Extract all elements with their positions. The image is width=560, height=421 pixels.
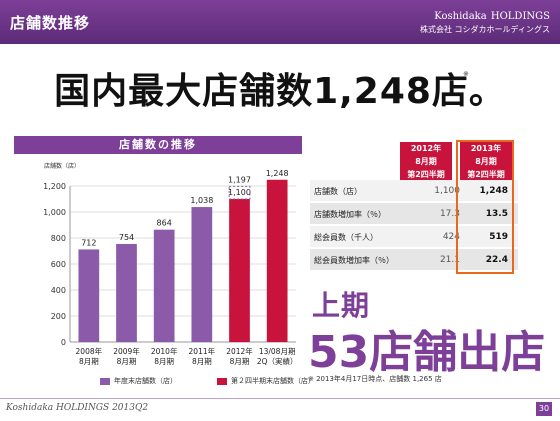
bar	[153, 229, 175, 342]
y-tick-label: 800	[51, 234, 66, 243]
bar-value-label: 1,038	[190, 196, 213, 205]
x-tick-label: 8月期	[154, 357, 174, 366]
chart-title: 店舗数の推移	[14, 136, 302, 154]
y-tick-label: 0	[61, 338, 66, 347]
bar	[78, 249, 100, 342]
x-tick-label: 2011年	[189, 346, 216, 356]
page-number: 30	[536, 402, 552, 416]
x-tick-label: 2Q（実績）	[257, 356, 298, 366]
y-tick-label: 600	[51, 260, 66, 269]
legend-label: 第２四半期末店舗数（店）	[231, 377, 315, 385]
x-tick-label: 8月期	[79, 357, 99, 366]
bar	[116, 243, 137, 342]
bar	[229, 199, 250, 342]
bar-value-label: 712	[81, 238, 96, 247]
bar-value-label: 864	[157, 219, 172, 228]
footnote: ※ 2013年4月17日時点、店舗数 1,265 店	[308, 375, 442, 383]
table-row: 店舗数増加率（％） 17.3 13.5	[310, 203, 518, 224]
store-count-chart: 店舗数（店）02004006008001,0001,2007122008年8月期…	[43, 162, 298, 366]
headline-footnote-mark: ※	[463, 70, 469, 78]
bar-value-label: 1,197	[228, 175, 251, 184]
x-tick-label: 8月期	[192, 357, 212, 366]
header-bar: 店舗数推移 Koshidaka HOLDINGS 株式会社 コシダカホールディン…	[0, 0, 560, 44]
highlight-period: 上期	[312, 289, 371, 322]
y-tick-label: 200	[51, 312, 66, 321]
legend-swatch	[217, 377, 227, 385]
x-tick-label: 13/08月期	[259, 347, 296, 356]
legend-item-year-end: 年度末店舗数（店）	[100, 376, 177, 386]
headline: 国内最大店舗数1,248店。	[54, 71, 506, 112]
bar	[191, 207, 213, 342]
brand-name: Koshidaka HOLDINGS	[434, 11, 550, 22]
chart-legend: 年度末店舗数（店） 第２四半期末店舗数（店）	[100, 376, 315, 386]
highlight-text: 53店舗出店	[308, 327, 546, 378]
x-tick-label: 2010年	[151, 346, 178, 356]
table-header-2013: 2013年 8月期 第2四半期	[460, 142, 512, 184]
brand-logo: Koshidaka HOLDINGS 株式会社 コシダカホールディングス	[420, 8, 550, 35]
x-tick-label: 2008年	[76, 346, 103, 356]
legend-label: 年度末店舗数（店）	[114, 377, 177, 385]
bar-outline	[228, 185, 251, 200]
legend-item-q2: 第２四半期末店舗数（店）	[217, 376, 315, 386]
y-tick-label: 1,200	[43, 182, 66, 191]
bar-value-label: 754	[119, 233, 134, 242]
bar-value-label: 1,100	[228, 188, 251, 197]
x-tick-label: 8月期	[117, 357, 137, 366]
brand-company: 株式会社 コシダカホールディングス	[420, 25, 550, 34]
legend-swatch	[100, 377, 110, 385]
table-row: 総会員数増加率（％） 21.1 22.4	[310, 249, 518, 270]
table-row: 総会員数（千人） 424 519	[310, 226, 518, 247]
y-tick-label: 400	[51, 286, 66, 295]
bar-value-label: 1,248	[266, 169, 289, 178]
bar	[266, 179, 288, 342]
x-tick-label: 2009年	[113, 346, 140, 356]
highlight-box-2013	[456, 140, 514, 274]
x-tick-label: 8月期	[230, 357, 250, 366]
table-header-2012: 2012年 8月期 第2四半期	[400, 142, 452, 184]
x-tick-label: 2012年	[226, 346, 253, 356]
footer: Koshidaka HOLDINGS 2013Q2 30	[0, 398, 560, 421]
footer-brand: Koshidaka HOLDINGS 2013Q2	[6, 403, 149, 413]
page-title: 店舗数推移	[10, 14, 91, 32]
y-axis-label: 店舗数（店）	[44, 162, 80, 170]
table-row: 店舗数（店） 1,100 1,248	[310, 180, 518, 201]
y-tick-label: 1,000	[43, 208, 66, 217]
